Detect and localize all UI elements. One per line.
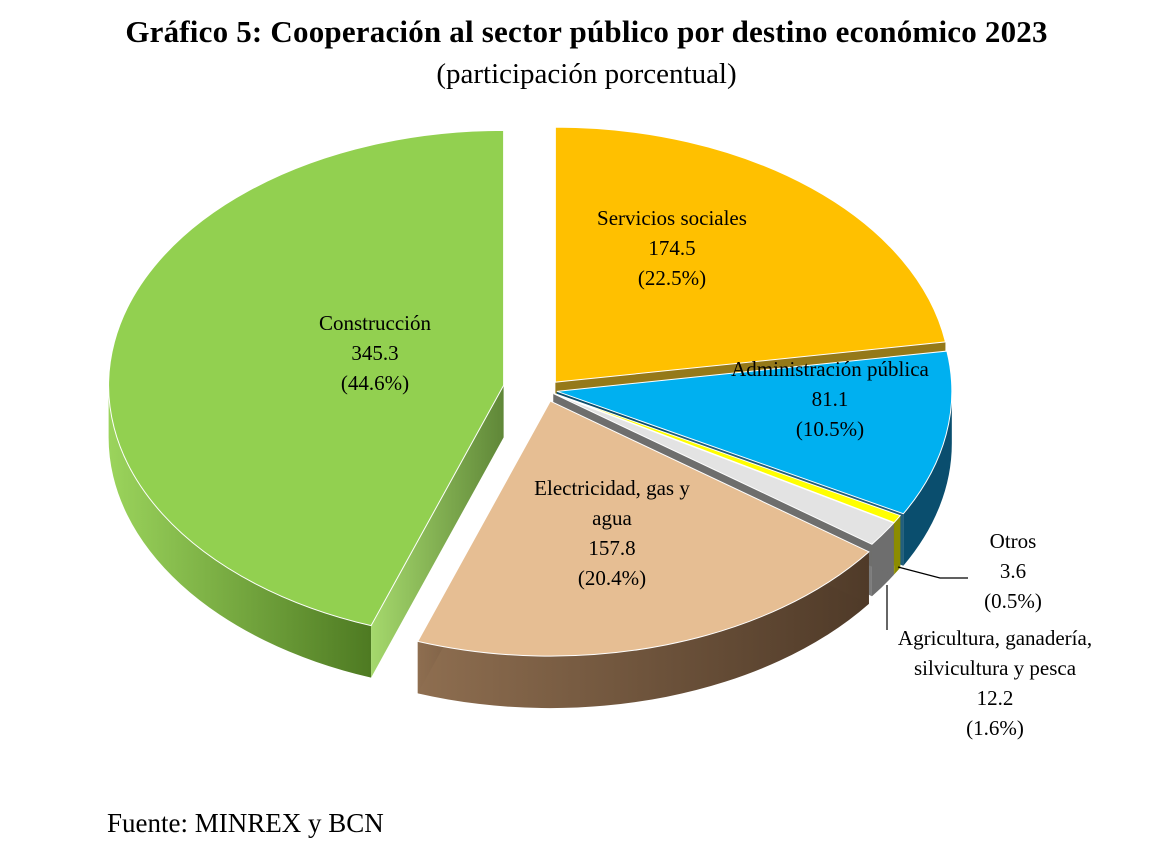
slice-label-text: Agricultura, ganadería, bbox=[898, 626, 1092, 650]
slice-side-electricidad-gas-y-agua bbox=[417, 551, 869, 709]
slice-label-text: silvicultura y pesca bbox=[914, 656, 1077, 680]
slice-label-text: Administración pública bbox=[731, 357, 929, 381]
label-otros: Otros 3.6 (0.5%) bbox=[984, 529, 1042, 613]
slice-side-construccion bbox=[108, 385, 372, 678]
chart-subtitle: (participación porcentual) bbox=[436, 58, 737, 90]
label-construccion: Construcción 345.3 (44.6%) bbox=[319, 311, 431, 395]
slice-percent: (22.5%) bbox=[638, 266, 706, 290]
slice-value: 174.5 bbox=[648, 236, 695, 260]
slice-value: 345.3 bbox=[351, 341, 398, 365]
slice-percent: (20.4%) bbox=[578, 566, 646, 590]
slice-label-text: Construcción bbox=[319, 311, 431, 335]
slice-label-text: Servicios sociales bbox=[597, 206, 747, 230]
slice-value: 3.6 bbox=[1000, 559, 1026, 583]
slice-side-administracion-publica bbox=[903, 391, 952, 566]
slice-administracion-publica[interactable] bbox=[556, 350, 953, 515]
label-electricidad-gas-y-agua: Electricidad, gas y agua 157.8 (20.4%) bbox=[534, 476, 690, 590]
label-servicios-sociales: Servicios sociales 174.5 (22.5%) bbox=[597, 206, 747, 290]
slice-percent: (1.6%) bbox=[966, 716, 1024, 740]
slice-value: 81.1 bbox=[812, 387, 849, 411]
label-agricultura-ganaderia-silvicultura-y-pesca: Agricultura, ganadería, silvicultura y pe… bbox=[898, 626, 1092, 740]
slice-construccion[interactable] bbox=[108, 129, 505, 627]
slice-label-text: Otros bbox=[990, 529, 1037, 553]
slice-percent: (10.5%) bbox=[796, 417, 864, 441]
slice-value: 12.2 bbox=[977, 686, 1014, 710]
slice-agricultura-ganaderia-silvicultura-y-pesca[interactable] bbox=[553, 393, 895, 545]
slice-label-text: agua bbox=[592, 506, 632, 530]
leader-line-otros bbox=[897, 566, 968, 579]
chart-title: Gráfico 5: Cooperación al sector público… bbox=[125, 14, 1048, 49]
slice-label-text: Electricidad, gas y bbox=[534, 476, 690, 500]
source-note: Fuente: MINREX y BCN bbox=[107, 808, 384, 838]
pie-labels: Servicios sociales 174.5 (22.5%) Administra… bbox=[319, 206, 1092, 740]
slice-wall-construccion bbox=[371, 385, 504, 678]
slice-percent: (0.5%) bbox=[984, 589, 1042, 613]
slice-electricidad-gas-y-agua[interactable] bbox=[417, 400, 870, 657]
slice-servicios-sociales[interactable] bbox=[554, 126, 947, 383]
slice-percent: (44.6%) bbox=[341, 371, 409, 395]
slice-value: 157.8 bbox=[588, 536, 635, 560]
label-administracion-publica: Administración pública 81.1 (10.5%) bbox=[731, 357, 929, 441]
pie-slices bbox=[108, 126, 953, 709]
